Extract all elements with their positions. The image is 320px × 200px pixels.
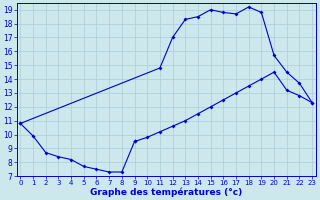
X-axis label: Graphe des températures (°c): Graphe des températures (°c) bbox=[90, 188, 242, 197]
